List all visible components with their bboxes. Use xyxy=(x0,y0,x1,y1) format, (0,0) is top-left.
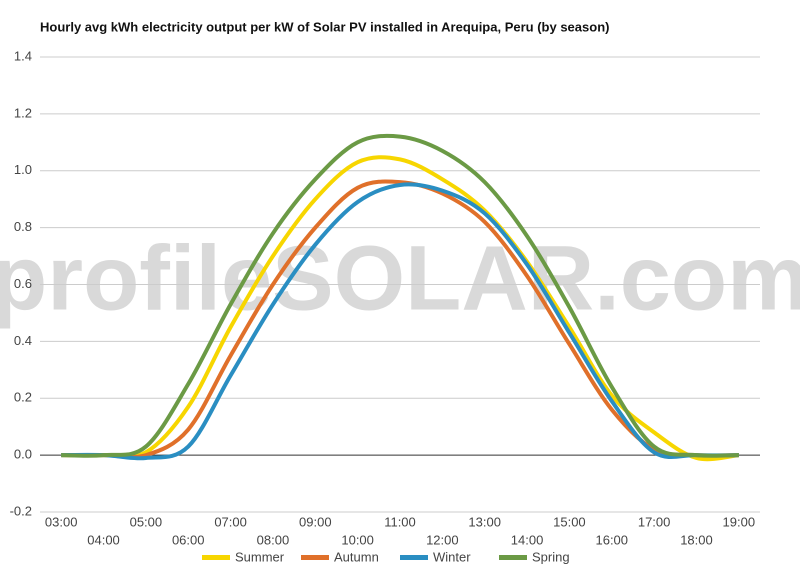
x-tick-label: 16:00 xyxy=(595,532,628,547)
x-tick-label: 05:00 xyxy=(130,514,163,529)
x-tick-label: 10:00 xyxy=(341,532,374,547)
x-tick-label: 18:00 xyxy=(680,532,713,547)
x-tick-label: 04:00 xyxy=(87,532,120,547)
y-tick-label: 0.4 xyxy=(14,333,32,348)
y-tick-label: 0.0 xyxy=(14,447,32,462)
x-tick-label: 11:00 xyxy=(384,514,416,529)
series-line xyxy=(61,182,739,461)
legend-swatch xyxy=(202,555,230,560)
x-tick-label: 14:00 xyxy=(511,532,544,547)
series-line xyxy=(61,133,739,458)
x-tick-label: 19:00 xyxy=(723,514,756,529)
y-tick-label: 0.6 xyxy=(14,276,32,291)
y-tick-label: 1.4 xyxy=(14,48,32,63)
legend-swatch xyxy=(301,555,329,560)
legend-label: Spring xyxy=(532,549,570,564)
x-tick-label: 15:00 xyxy=(553,514,586,529)
series-line xyxy=(61,155,740,462)
chart-title: Hourly avg kWh electricity output per kW… xyxy=(40,19,609,34)
x-tick-label: 17:00 xyxy=(638,514,671,529)
x-tick-label: 03:00 xyxy=(45,514,78,529)
y-tick-label: 0.8 xyxy=(14,219,32,234)
y-tick-label: 1.0 xyxy=(14,162,32,177)
legend-label: Summer xyxy=(235,549,285,564)
x-tick-label: 08:00 xyxy=(257,532,290,547)
legend-swatch xyxy=(400,555,428,560)
x-tick-label: 07:00 xyxy=(214,514,247,529)
legend-label: Winter xyxy=(433,549,471,564)
watermark: profileSOLAR.com xyxy=(0,227,800,329)
legend-swatch xyxy=(499,555,527,560)
x-tick-label: 12:00 xyxy=(426,532,459,547)
y-tick-label: -0.2 xyxy=(10,503,32,518)
x-tick-label: 06:00 xyxy=(172,532,205,547)
x-tick-label: 13:00 xyxy=(468,514,501,529)
y-tick-label: 1.2 xyxy=(14,105,32,120)
x-tick-label: 09:00 xyxy=(299,514,332,529)
legend-label: Autumn xyxy=(334,549,379,564)
y-tick-label: 0.2 xyxy=(14,390,32,405)
series-line xyxy=(61,179,739,459)
